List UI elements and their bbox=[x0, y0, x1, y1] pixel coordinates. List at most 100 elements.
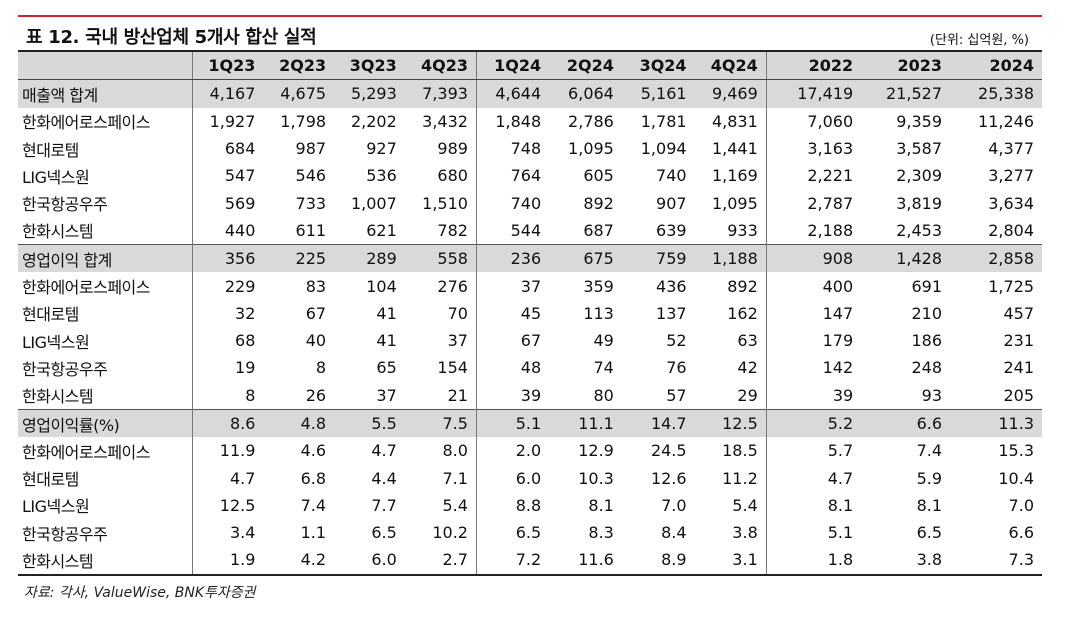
table-row: 한화시스템 1.9 4.2 6.0 2.7 7.2 11.6 8.9 3.1 1.8 3.8 7.3 bbox=[18, 546, 1042, 576]
value-cell: 104 bbox=[366, 276, 397, 296]
value-cell: 2,787 bbox=[765, 189, 862, 217]
value-cell: 1,095 bbox=[568, 139, 614, 159]
value-cell: 536 bbox=[366, 166, 397, 186]
value-cell: 25,338 bbox=[950, 79, 1042, 108]
column-header: 1Q24 bbox=[475, 50, 550, 81]
value-cell: 11.3 bbox=[950, 408, 1042, 438]
value-cell: 276 bbox=[437, 276, 468, 296]
row-label: 한화에어로스페이스 bbox=[22, 278, 150, 298]
value-cell: 1,188 bbox=[694, 244, 767, 273]
value-cell: 680 bbox=[437, 166, 468, 186]
value-cell: 8.9 bbox=[621, 546, 695, 576]
value-cell: 80 bbox=[593, 385, 614, 405]
value-cell: 5,293 bbox=[334, 79, 405, 108]
value-cell: 4,167 bbox=[192, 79, 264, 108]
value-cell: 68 bbox=[192, 326, 264, 355]
table-row: 한국항공우주 3.4 1.1 6.5 10.2 6.5 8.3 8.4 3.8 5.1 6.5 6.6 bbox=[18, 519, 1042, 547]
value-cell: 7.0 bbox=[661, 495, 687, 515]
value-cell: 1,848 bbox=[475, 107, 550, 135]
value-cell: 5.2 bbox=[765, 408, 862, 438]
value-cell: 179 bbox=[765, 326, 862, 355]
value-cell: 6.5 bbox=[475, 519, 550, 547]
value-cell: 759 bbox=[621, 244, 695, 273]
value-cell: 7.0 bbox=[1008, 495, 1034, 515]
value-cell: 6.8 bbox=[300, 468, 327, 488]
value-cell: 621 bbox=[366, 220, 397, 240]
value-cell: 21,527 bbox=[861, 79, 951, 108]
value-cell: 12.5 bbox=[694, 408, 767, 438]
title-rule bbox=[18, 15, 1042, 17]
value-cell: 733 bbox=[295, 193, 327, 213]
value-cell: 3.1 bbox=[694, 546, 767, 576]
value-cell: 63 bbox=[737, 331, 758, 351]
table-body: 매출액 합계 4,167 4,675 5,293 7,393 4,644 6,064 5,16… bbox=[18, 79, 1042, 576]
table-row: 한화시스템 440 611 621 782 544 687 639 933 2,188 2,453 2… bbox=[18, 216, 1042, 245]
value-cell: 6.5 bbox=[916, 523, 943, 543]
value-cell: 1,007 bbox=[350, 193, 397, 213]
column-header: 2Q23 bbox=[263, 50, 335, 81]
value-cell: 8.4 bbox=[661, 523, 687, 543]
value-cell: 40 bbox=[305, 331, 327, 351]
column-header: 4Q23 bbox=[404, 50, 477, 81]
value-cell: 7.5 bbox=[404, 408, 477, 438]
value-cell: 440 bbox=[192, 216, 264, 245]
value-cell: 4.2 bbox=[263, 546, 335, 576]
value-cell: 37 bbox=[376, 385, 397, 405]
value-cell: 10.4 bbox=[998, 468, 1034, 488]
value-cell: 248 bbox=[911, 358, 943, 378]
value-cell: 289 bbox=[334, 244, 405, 273]
value-cell: 2.7 bbox=[404, 546, 477, 576]
value-cell: 2,202 bbox=[350, 111, 397, 131]
value-cell: 457 bbox=[1003, 303, 1034, 323]
value-cell: 5,161 bbox=[621, 79, 695, 108]
header-label-cell bbox=[18, 50, 193, 81]
value-cell: 691 bbox=[911, 276, 943, 296]
value-cell: 2,453 bbox=[896, 220, 943, 240]
value-cell: 8 bbox=[315, 358, 327, 378]
value-cell: 8.6 bbox=[192, 408, 264, 438]
value-cell: 11.1 bbox=[549, 408, 622, 438]
table-row: 한화에어로스페이스 11.9 4.6 4.7 8.0 2.0 12.9 24.5 18.5 5.7… bbox=[18, 437, 1042, 465]
value-cell: 8.1 bbox=[588, 495, 614, 515]
table-row: 한국항공우주 19 8 65 154 48 74 76 42 142 248 241 bbox=[18, 354, 1042, 382]
value-cell: 42 bbox=[737, 358, 758, 378]
value-cell: 4.7 bbox=[765, 464, 862, 492]
value-cell: 908 bbox=[765, 244, 862, 273]
value-cell: 782 bbox=[437, 220, 468, 240]
value-cell: 4.8 bbox=[263, 408, 335, 438]
value-cell: 76 bbox=[666, 358, 687, 378]
value-cell: 639 bbox=[656, 220, 687, 240]
row-label: 영업이익 합계 bbox=[18, 244, 193, 273]
value-cell: 1,510 bbox=[422, 193, 468, 213]
value-cell: 19 bbox=[192, 354, 264, 382]
value-cell: 5.1 bbox=[475, 408, 550, 438]
value-cell: 142 bbox=[765, 354, 862, 382]
value-cell: 764 bbox=[475, 162, 550, 190]
value-cell: 5.7 bbox=[765, 437, 862, 465]
value-cell: 400 bbox=[765, 272, 862, 300]
value-cell: 147 bbox=[765, 299, 862, 327]
value-cell: 49 bbox=[593, 331, 614, 351]
value-cell: 2,858 bbox=[950, 244, 1042, 273]
value-cell: 927 bbox=[366, 139, 397, 159]
value-cell: 1,441 bbox=[711, 139, 758, 159]
value-cell: 39 bbox=[475, 381, 550, 410]
value-cell: 892 bbox=[583, 193, 614, 213]
value-cell: 544 bbox=[475, 216, 550, 245]
value-cell: 9,469 bbox=[694, 79, 767, 108]
value-cell: 611 bbox=[295, 220, 327, 240]
table-title: 표 12. 국내 방산업체 5개사 합산 실적 bbox=[26, 27, 317, 48]
value-cell: 6.0 bbox=[475, 464, 550, 492]
total-row: 영업이익률(%) 8.6 4.8 5.5 7.5 5.1 11.1 14.7 12.5 5.2 6.… bbox=[18, 408, 1042, 438]
value-cell: 5.4 bbox=[732, 495, 758, 515]
column-header: 4Q24 bbox=[694, 50, 767, 81]
table-row: 한국항공우주 569 733 1,007 1,510 740 892 907 1,095 2,78… bbox=[18, 189, 1042, 217]
total-row: 영업이익 합계 356 225 289 558 236 675 759 1,188 908 1,42… bbox=[18, 244, 1042, 273]
value-cell: 740 bbox=[656, 166, 687, 186]
value-cell: 989 bbox=[437, 139, 468, 159]
value-cell: 356 bbox=[192, 244, 264, 273]
column-header: 2Q24 bbox=[549, 50, 622, 81]
value-cell: 32 bbox=[192, 299, 264, 327]
value-cell: 4.7 bbox=[192, 464, 264, 492]
value-cell: 740 bbox=[475, 189, 550, 217]
